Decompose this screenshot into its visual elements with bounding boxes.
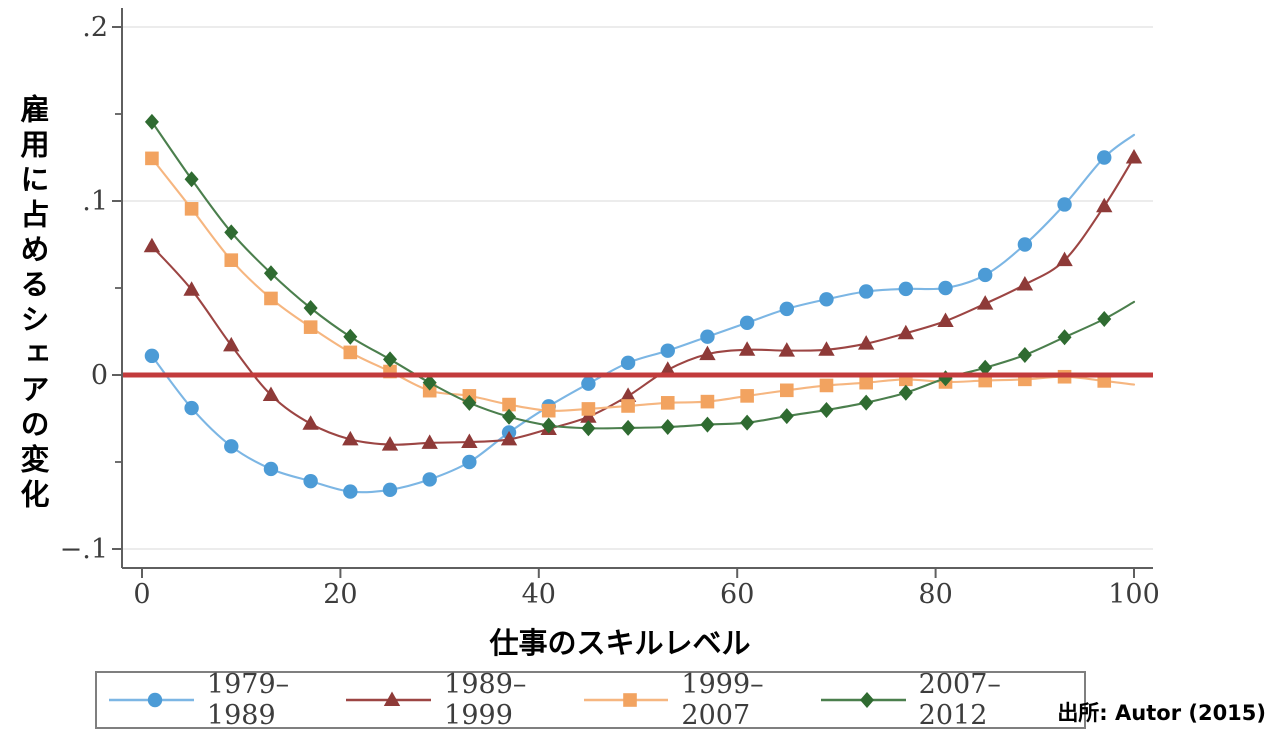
circle-marker-icon bbox=[109, 692, 194, 708]
svg-text:0: 0 bbox=[91, 360, 108, 391]
tick-labels: .2 .1 0 −.1 0 20 40 60 80 100 bbox=[60, 12, 1160, 610]
diamond-marker-icon bbox=[820, 692, 906, 708]
svg-text:0: 0 bbox=[133, 579, 150, 610]
chart-plot-area: .2 .1 0 −.1 0 20 40 60 80 100 bbox=[60, 8, 1160, 610]
legend-label: 1989–1999 bbox=[444, 669, 527, 731]
legend: 1979–1989 1989–1999 1999–2007 2007–2012 bbox=[95, 669, 1086, 731]
legend-item: 1979–1989 bbox=[109, 669, 346, 731]
legend-label: 1979–1989 bbox=[206, 669, 290, 731]
square-marker-icon bbox=[583, 693, 669, 707]
svg-text:.2: .2 bbox=[82, 12, 108, 43]
svg-text:.1: .1 bbox=[82, 186, 108, 217]
svg-text:20: 20 bbox=[323, 579, 357, 610]
legend-item: 2007–2012 bbox=[820, 669, 1058, 731]
x-axis-title: 仕事のスキルレベル bbox=[489, 626, 751, 660]
legend-label: 1999–2007 bbox=[681, 669, 764, 731]
svg-text:60: 60 bbox=[720, 579, 754, 610]
gridlines bbox=[122, 26, 1153, 550]
legend-item: 1999–2007 bbox=[583, 669, 821, 731]
y-axis-title: 雇用に占めるシェアの変化 bbox=[16, 94, 50, 514]
source-note: 出所: Autor (2015) bbox=[1057, 701, 1266, 725]
svg-text:40: 40 bbox=[522, 579, 556, 610]
series-1979-1989 bbox=[144, 133, 1136, 499]
legend-label: 2007–2012 bbox=[918, 669, 1001, 731]
svg-text:80: 80 bbox=[918, 579, 952, 610]
series-2007-2012 bbox=[144, 113, 1136, 437]
legend-item: 1989–1999 bbox=[346, 669, 583, 731]
svg-text:−.1: −.1 bbox=[60, 534, 108, 565]
axes bbox=[112, 8, 1153, 578]
series-1999-2007 bbox=[145, 151, 1136, 418]
triangle-marker-icon bbox=[346, 691, 432, 706]
svg-text:100: 100 bbox=[1108, 579, 1160, 610]
